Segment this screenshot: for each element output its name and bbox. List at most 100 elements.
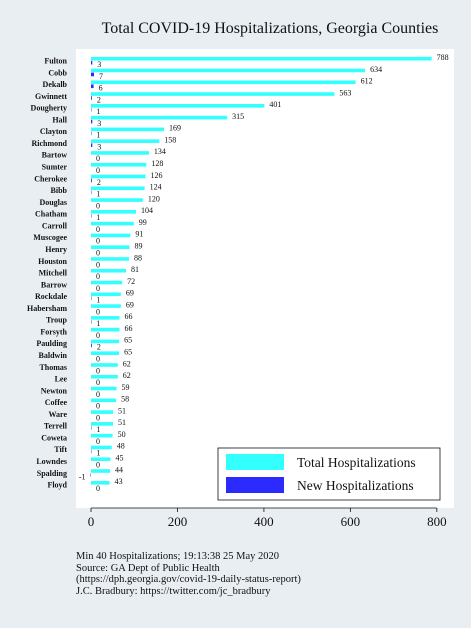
new-value-label-floyd: 0 bbox=[96, 484, 100, 493]
new-value-label-forsyth: 0 bbox=[96, 331, 100, 340]
total-value-label-coffee: 58 bbox=[121, 395, 129, 404]
x-tick-label-0: 0 bbox=[88, 514, 95, 529]
total-value-label-cobb: 634 bbox=[370, 65, 382, 74]
new-value-label-habersham: 0 bbox=[96, 307, 100, 316]
category-label-barrow: Barrow bbox=[41, 280, 67, 289]
category-label-henry: Henry bbox=[45, 245, 67, 254]
new-value-label-bibb: 1 bbox=[96, 190, 100, 199]
new-value-label-henry: 0 bbox=[96, 248, 100, 257]
total-value-label-dougherty: 401 bbox=[269, 100, 281, 109]
category-label-hall: Hall bbox=[52, 115, 67, 124]
total-bar-newton bbox=[91, 386, 117, 391]
total-bar-tift bbox=[91, 445, 112, 450]
legend-label-new: New Hospitalizations bbox=[297, 478, 414, 493]
new-value-label-houston: 0 bbox=[96, 260, 100, 269]
total-bar-cobb bbox=[91, 68, 366, 73]
total-bar-forsyth bbox=[91, 327, 120, 332]
footer-notes: Min 40 Hospitalizations; 19:13:38 25 May… bbox=[76, 551, 301, 597]
footer-line-3: (https://dph.georgia.gov/covid-19-daily-… bbox=[76, 574, 301, 585]
total-bar-lee bbox=[91, 374, 118, 379]
total-bar-troup bbox=[91, 316, 120, 320]
total-bar-hall bbox=[91, 115, 228, 120]
total-value-label-muscogee: 91 bbox=[135, 230, 143, 239]
legend-swatch-total bbox=[226, 454, 284, 470]
total-bar-douglas bbox=[91, 198, 143, 202]
category-label-cobb: Cobb bbox=[48, 68, 67, 77]
total-bar-mitchell bbox=[91, 268, 127, 273]
total-bar-cherokee bbox=[91, 174, 146, 179]
new-value-label-troup: 1 bbox=[96, 319, 100, 328]
total-bar-spalding bbox=[91, 469, 111, 473]
plot-area bbox=[76, 49, 454, 508]
category-label-thomas: Thomas bbox=[39, 363, 67, 372]
x-tick-label-200: 200 bbox=[168, 514, 188, 529]
total-value-label-sumter: 128 bbox=[151, 159, 163, 168]
category-label-bibb: Bibb bbox=[51, 186, 68, 195]
total-value-label-fulton: 788 bbox=[437, 53, 449, 62]
legend-label-total: Total Hospitalizations bbox=[297, 455, 416, 470]
new-value-label-newton: 0 bbox=[96, 390, 100, 399]
total-value-label-spalding: 44 bbox=[115, 465, 123, 474]
category-label-ware: Ware bbox=[48, 410, 67, 419]
category-label-forsyth: Forsyth bbox=[40, 327, 67, 336]
total-bar-habersham bbox=[91, 304, 121, 308]
category-label-baldwin: Baldwin bbox=[39, 351, 68, 360]
new-value-label-carroll: 0 bbox=[96, 225, 100, 234]
new-value-label-mitchell: 0 bbox=[96, 272, 100, 281]
total-value-label-houston: 88 bbox=[134, 253, 142, 262]
category-label-lee: Lee bbox=[55, 375, 68, 384]
new-value-label-terrell: 1 bbox=[96, 425, 100, 434]
new-value-label-hall: 3 bbox=[97, 119, 101, 128]
total-value-label-bartow: 134 bbox=[154, 147, 166, 156]
x-tick-label-600: 600 bbox=[341, 514, 361, 529]
new-value-label-gwinnett: 2 bbox=[97, 95, 101, 104]
new-value-label-coweta: 0 bbox=[96, 437, 100, 446]
new-value-label-cobb: 7 bbox=[99, 72, 103, 81]
footer-line-1: Min 40 Hospitalizations; 19:13:38 25 May… bbox=[76, 551, 279, 562]
new-bar-cobb bbox=[91, 72, 95, 77]
category-label-gwinnett: Gwinnett bbox=[35, 92, 67, 101]
total-bar-barrow bbox=[91, 280, 123, 285]
new-value-label-coffee: 0 bbox=[96, 402, 100, 411]
total-value-label-forsyth: 66 bbox=[125, 324, 133, 333]
new-value-label-chatham: 1 bbox=[96, 213, 100, 222]
new-bar-fulton bbox=[91, 60, 93, 65]
category-label-floyd: Floyd bbox=[47, 481, 67, 490]
total-value-label-terrell: 51 bbox=[118, 418, 126, 427]
total-value-label-lowndes: 45 bbox=[115, 454, 123, 463]
total-bar-bartow bbox=[91, 151, 149, 155]
total-bar-henry bbox=[91, 245, 130, 249]
new-bar-dekalb bbox=[91, 84, 94, 89]
legend: Total Hospitalizations New Hospitalizati… bbox=[217, 447, 441, 501]
total-value-label-ware: 51 bbox=[118, 406, 126, 415]
category-label-mitchell: Mitchell bbox=[39, 269, 68, 278]
total-value-label-barrow: 72 bbox=[127, 277, 135, 286]
new-bar-cherokee bbox=[91, 178, 92, 183]
new-value-label-baldwin: 0 bbox=[96, 355, 100, 364]
total-bar-fulton bbox=[91, 56, 432, 61]
value-labels-group: 7883634761265632401131531691158313401280… bbox=[79, 53, 449, 493]
category-label-muscogee: Muscogee bbox=[33, 233, 67, 242]
total-value-label-mitchell: 81 bbox=[131, 265, 139, 274]
category-label-coweta: Coweta bbox=[41, 433, 67, 442]
chart-title: Total COVID-19 Hospitalizations, Georgia… bbox=[102, 20, 439, 37]
total-value-label-chatham: 104 bbox=[141, 206, 153, 215]
category-label-newton: Newton bbox=[41, 386, 68, 395]
x-tick-label-400: 400 bbox=[254, 514, 274, 529]
total-value-label-habersham: 69 bbox=[126, 300, 134, 309]
total-bar-paulding bbox=[91, 339, 120, 344]
new-value-label-dougherty: 1 bbox=[96, 107, 100, 116]
total-value-label-clayton: 169 bbox=[169, 124, 181, 133]
total-value-label-paulding: 65 bbox=[124, 336, 132, 345]
new-value-label-lee: 0 bbox=[96, 378, 100, 387]
new-bar-gwinnett bbox=[91, 96, 92, 100]
total-bar-chatham bbox=[91, 210, 136, 214]
total-bar-clayton bbox=[91, 127, 165, 132]
total-value-label-hall: 315 bbox=[232, 112, 244, 121]
total-value-label-troup: 66 bbox=[125, 312, 133, 321]
category-label-dougherty: Dougherty bbox=[31, 104, 67, 113]
total-value-label-thomas: 62 bbox=[123, 359, 131, 368]
total-value-label-henry: 89 bbox=[134, 241, 142, 250]
total-value-label-newton: 59 bbox=[122, 383, 130, 392]
